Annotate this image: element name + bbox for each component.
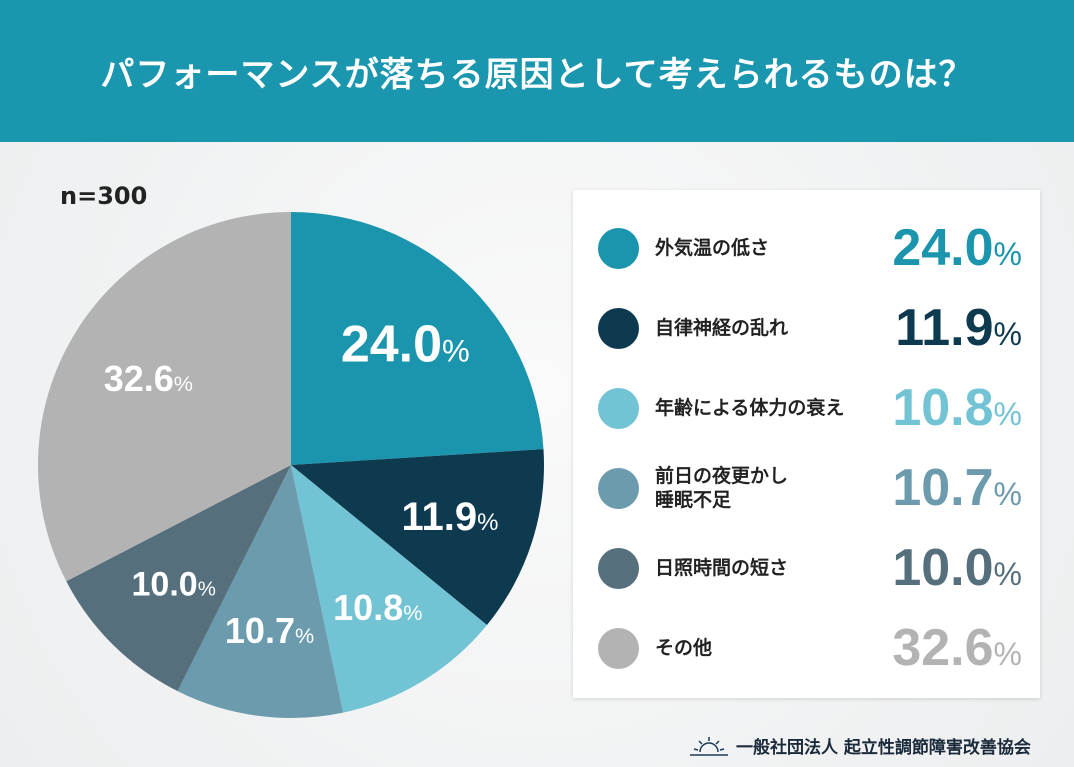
sunrise-icon	[690, 736, 728, 756]
legend-swatch	[598, 387, 639, 429]
legend-label: 外気温の低さ	[655, 237, 770, 259]
page-title: パフォーマンスが落ちる原因として考えられるものは？	[0, 0, 1074, 142]
sample-size: n=300	[60, 182, 148, 210]
legend-item: 日照時間の短さ 10.0%	[573, 528, 1040, 608]
pie-slice	[38, 212, 292, 582]
legend-swatch	[598, 467, 639, 509]
legend-swatch	[598, 307, 639, 349]
legend-swatch	[598, 627, 639, 669]
legend-item: 外気温の低さ 24.0%	[573, 208, 1040, 288]
legend-item: 年齢による体力の衰え 10.8%	[573, 368, 1040, 448]
pie-slice	[177, 465, 344, 719]
legend-swatch	[598, 227, 639, 269]
legend-item: その他 32.6%	[573, 608, 1040, 688]
legend-item: 自律神経の乱れ 11.9%	[573, 288, 1040, 368]
legend-label: その他	[655, 637, 713, 659]
legend-swatch	[598, 547, 639, 589]
legend-label: 自律神経の乱れ	[655, 317, 789, 339]
pie-slice	[291, 449, 544, 626]
legend-label: 日照時間の短さ	[655, 557, 789, 579]
legend-label: 年齢による体力の衰え	[655, 397, 845, 419]
org-name: 一般社団法人 起立性調節障害改善協会	[736, 738, 1031, 758]
legend-value: 32.6%	[892, 619, 1022, 677]
legend-value: 10.8%	[892, 379, 1022, 437]
pie-slice	[291, 212, 544, 465]
legend-value: 11.9%	[895, 299, 1022, 357]
pie-slice	[291, 465, 487, 713]
legend: 外気温の低さ 24.0% 自律神経の乱れ 11.9% 年齢による体力の衰え 10…	[573, 190, 1040, 698]
footer: 一般社団法人 起立性調節障害改善協会	[690, 733, 1031, 758]
legend-value: 24.0%	[892, 219, 1022, 277]
legend-label: 前日の夜更かし 睡眠不足	[655, 465, 789, 511]
legend-item: 前日の夜更かし 睡眠不足 10.7%	[573, 448, 1040, 528]
legend-value: 10.7%	[892, 459, 1022, 517]
legend-value: 10.0%	[892, 539, 1022, 597]
data-label: 24.0%	[341, 315, 470, 373]
pie-chart: 24.0%11.9%10.8%10.7%10.0%32.6%	[38, 212, 544, 719]
pie-slice	[66, 465, 291, 692]
